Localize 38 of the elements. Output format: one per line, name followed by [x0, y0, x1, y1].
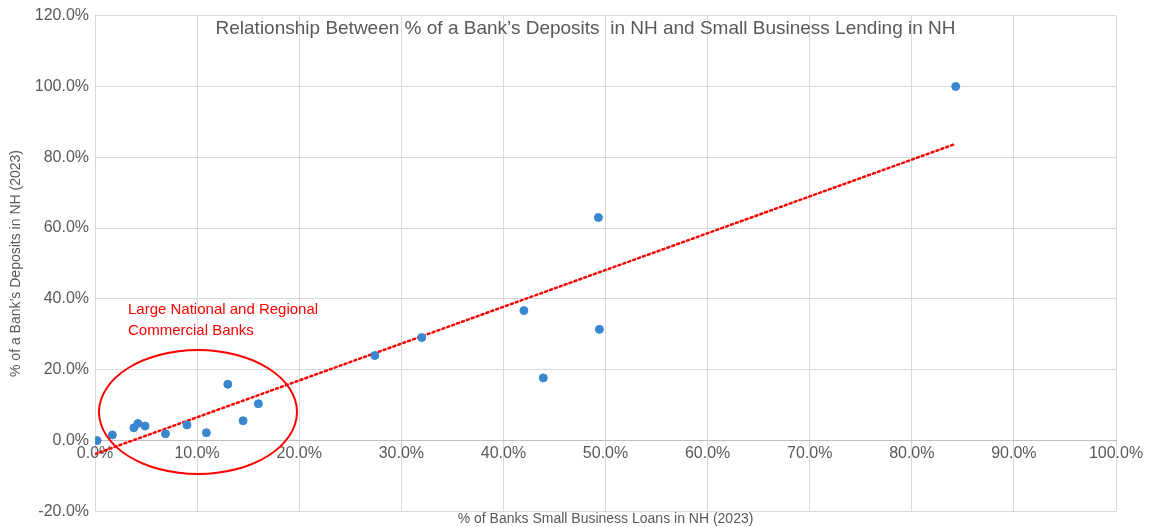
- point: [223, 379, 233, 389]
- x-tick-label: 100.0%: [1088, 443, 1144, 461]
- x-axis-title: % of Banks Small Business Loans in NH (2023): [457, 509, 754, 526]
- point: [182, 420, 192, 430]
- y-tick-label: 0.0%: [52, 430, 90, 448]
- y-tick-label: -20.0%: [38, 501, 90, 519]
- point: [201, 428, 211, 438]
- chart-title: Relationship Between % of a Bank’s Deposits in NH and Small Business Lending in NH: [215, 16, 956, 38]
- annotation: Large National and Regional Commercial Banks: [128, 299, 320, 340]
- x-tick-label: 60.0%: [684, 443, 731, 461]
- y-tick-label: 20.0%: [43, 360, 90, 378]
- point: [107, 430, 117, 440]
- point: [594, 324, 604, 334]
- point: [370, 351, 380, 361]
- point: [161, 429, 171, 439]
- x-tick-label: 50.0%: [582, 443, 629, 461]
- point: [417, 333, 427, 343]
- point: [238, 416, 248, 426]
- x-tick-label: 30.0%: [378, 443, 425, 461]
- x-tick-label: 10.0%: [174, 443, 220, 461]
- point: [593, 212, 603, 222]
- point: [133, 419, 143, 429]
- point: [253, 399, 263, 409]
- point: [519, 306, 529, 316]
- y-tick-label: 100.0%: [34, 76, 90, 94]
- y-tick-label: 80.0%: [43, 147, 90, 165]
- x-tick-label: 40.0%: [480, 443, 527, 461]
- y-tick-label: 120.0%: [34, 6, 90, 24]
- y-axis-title: % of a Bank’s Deposits in NH (2023): [7, 150, 24, 377]
- point: [538, 373, 548, 383]
- point: [140, 421, 150, 431]
- x-tick-label: 80.0%: [889, 443, 935, 461]
- y-tick-label: 40.0%: [43, 289, 90, 307]
- y-tick-label: 60.0%: [43, 218, 90, 236]
- x-tick-label: 70.0%: [787, 443, 833, 461]
- x-tick-label: 20.0%: [276, 443, 322, 461]
- x-tick-label: 90.0%: [991, 443, 1037, 461]
- point: [951, 81, 961, 91]
